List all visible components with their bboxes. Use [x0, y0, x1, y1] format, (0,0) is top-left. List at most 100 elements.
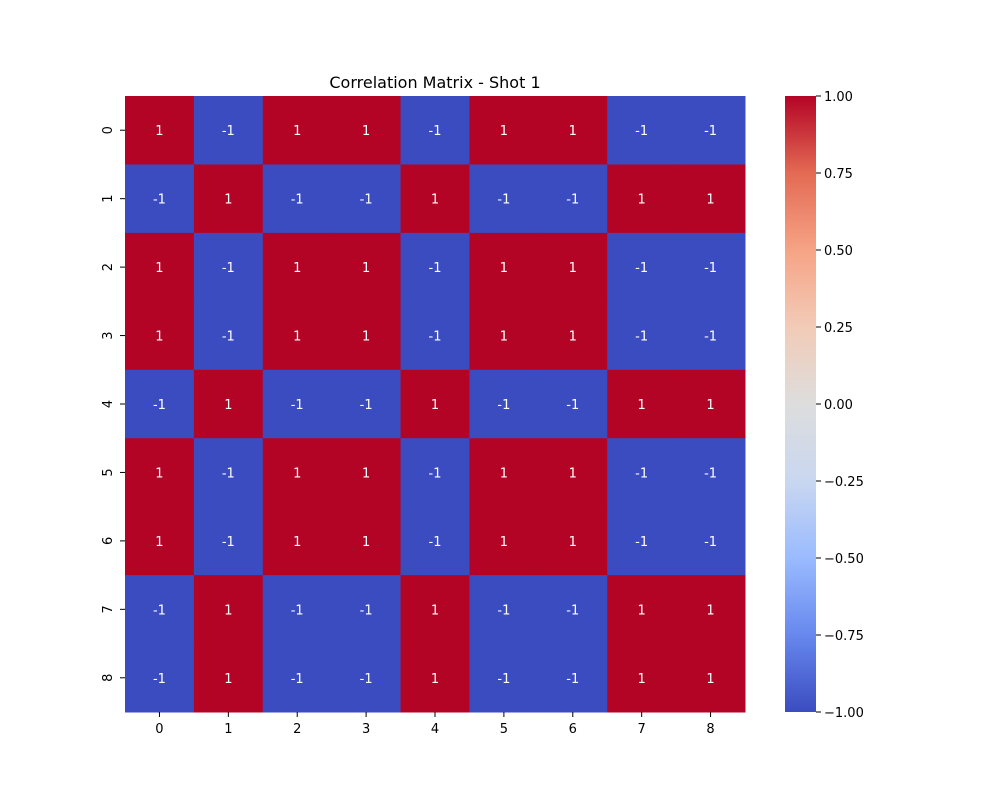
heatmap-cell: [125, 164, 195, 234]
cell-annotation: -1: [635, 261, 648, 276]
cell-annotation: 1: [362, 466, 370, 481]
colorbar-tick-label: −0.50: [824, 552, 864, 567]
cell-annotation: 1: [224, 603, 232, 618]
cell-annotation: 1: [155, 466, 163, 481]
heatmap-cell: [400, 643, 470, 713]
heatmap-cell: [607, 643, 677, 713]
cell-annotation: -1: [360, 603, 373, 618]
cell-annotation: -1: [566, 398, 579, 413]
y-tick-label: 6: [101, 537, 116, 545]
colorbar-tick-label: 0.75: [824, 167, 853, 182]
heatmap-cell: [676, 575, 746, 645]
cell-annotation: 1: [569, 535, 577, 550]
cell-annotation: -1: [153, 672, 166, 687]
cell-annotation: 1: [431, 672, 439, 687]
heatmap-cell: [469, 575, 539, 645]
heatmap-cell: [607, 369, 677, 439]
cell-annotation: -1: [291, 672, 304, 687]
heatmap-cell: [400, 164, 470, 234]
heatmap-cell: [331, 438, 402, 508]
heatmap-cell: [331, 643, 402, 713]
cell-annotation: 1: [224, 398, 232, 413]
cell-annotation: -1: [704, 124, 717, 139]
colorbar: −1.00 −0.75 −0.50 −0.25 0.00 0.25 0.50 0.75 1.00: [785, 90, 864, 721]
heatmap-cell: [193, 96, 264, 165]
heatmap-cell: [676, 96, 746, 165]
heatmap-cell: [331, 301, 402, 371]
cell-annotation: -1: [291, 398, 304, 413]
y-tick-label: 3: [101, 331, 116, 339]
heatmap-cell: [331, 369, 402, 439]
cell-annotation: 1: [224, 672, 232, 687]
cell-annotation: -1: [153, 398, 166, 413]
heatmap-cell: [125, 438, 195, 508]
cell-annotation: -1: [222, 535, 235, 550]
cell-annotation: 1: [500, 330, 508, 345]
heatmap-cell: [125, 232, 195, 302]
cell-annotation: 1: [500, 261, 508, 276]
colorbar-tick-label: 0.25: [824, 321, 853, 336]
y-tick-label: 5: [101, 468, 116, 476]
heatmap-cell: [538, 232, 608, 302]
heatmap-cell: [676, 438, 746, 508]
heatmap-cell: [469, 643, 539, 713]
heatmap-cell: [400, 96, 470, 165]
cell-annotation: -1: [291, 193, 304, 208]
heatmap-cell: [400, 301, 470, 371]
heatmap-cell: [538, 369, 608, 439]
heatmap-cells: [125, 96, 746, 713]
heatmap-cell: [125, 301, 195, 371]
heatmap-cell: [262, 506, 333, 576]
heatmap-cell: [607, 232, 677, 302]
cell-annotation: -1: [429, 124, 442, 139]
y-tick-label: 8: [101, 674, 116, 682]
heatmap-cell: [331, 506, 402, 576]
cell-annotation: 1: [224, 193, 232, 208]
y-axis: 0 1 2 3 4 5 6 7 8: [101, 126, 125, 682]
heatmap-cell: [400, 232, 470, 302]
heatmap-cell: [262, 575, 333, 645]
cell-annotation: -1: [704, 330, 717, 345]
cell-annotation: 1: [500, 535, 508, 550]
cell-annotation: 1: [431, 398, 439, 413]
cell-annotation: -1: [635, 330, 648, 345]
cell-annotation: 1: [569, 466, 577, 481]
x-tick-label: 5: [500, 722, 508, 737]
cell-annotation: 1: [706, 672, 714, 687]
heatmap-cell: [676, 643, 746, 713]
cell-annotation: 1: [500, 124, 508, 139]
cell-annotation: -1: [704, 466, 717, 481]
heatmap-cell: [262, 232, 333, 302]
colorbar-tick-label: 1.00: [824, 90, 853, 105]
chart-title: Correlation Matrix - Shot 1: [329, 73, 540, 92]
x-tick-label: 7: [638, 722, 646, 737]
cell-annotation: 1: [500, 466, 508, 481]
heatmap-cell: [331, 164, 402, 234]
heatmap-cell: [400, 506, 470, 576]
cell-annotation: -1: [360, 672, 373, 687]
cell-annotation: -1: [566, 603, 579, 618]
cell-annotation: -1: [429, 466, 442, 481]
x-tick-label: 3: [362, 722, 370, 737]
cell-annotation: -1: [635, 535, 648, 550]
heatmap-cell: [676, 164, 746, 234]
heatmap-cell: [607, 301, 677, 371]
cell-annotation: 1: [638, 603, 646, 618]
heatmap-cell: [331, 575, 402, 645]
y-tick-label: 4: [101, 400, 116, 408]
cell-annotation: -1: [222, 124, 235, 139]
heatmap-cell: [262, 96, 333, 165]
cell-annotation: 1: [431, 603, 439, 618]
cell-annotation: -1: [153, 193, 166, 208]
heatmap-cell: [676, 301, 746, 371]
heatmap-cell: [676, 506, 746, 576]
heatmap-cell: [469, 164, 539, 234]
cell-annotation: -1: [635, 124, 648, 139]
cell-annotation: 1: [569, 124, 577, 139]
cell-annotation: 1: [155, 330, 163, 345]
cell-annotation: 1: [362, 124, 370, 139]
heatmap-cell: [607, 164, 677, 234]
cell-annotation: 1: [293, 261, 301, 276]
